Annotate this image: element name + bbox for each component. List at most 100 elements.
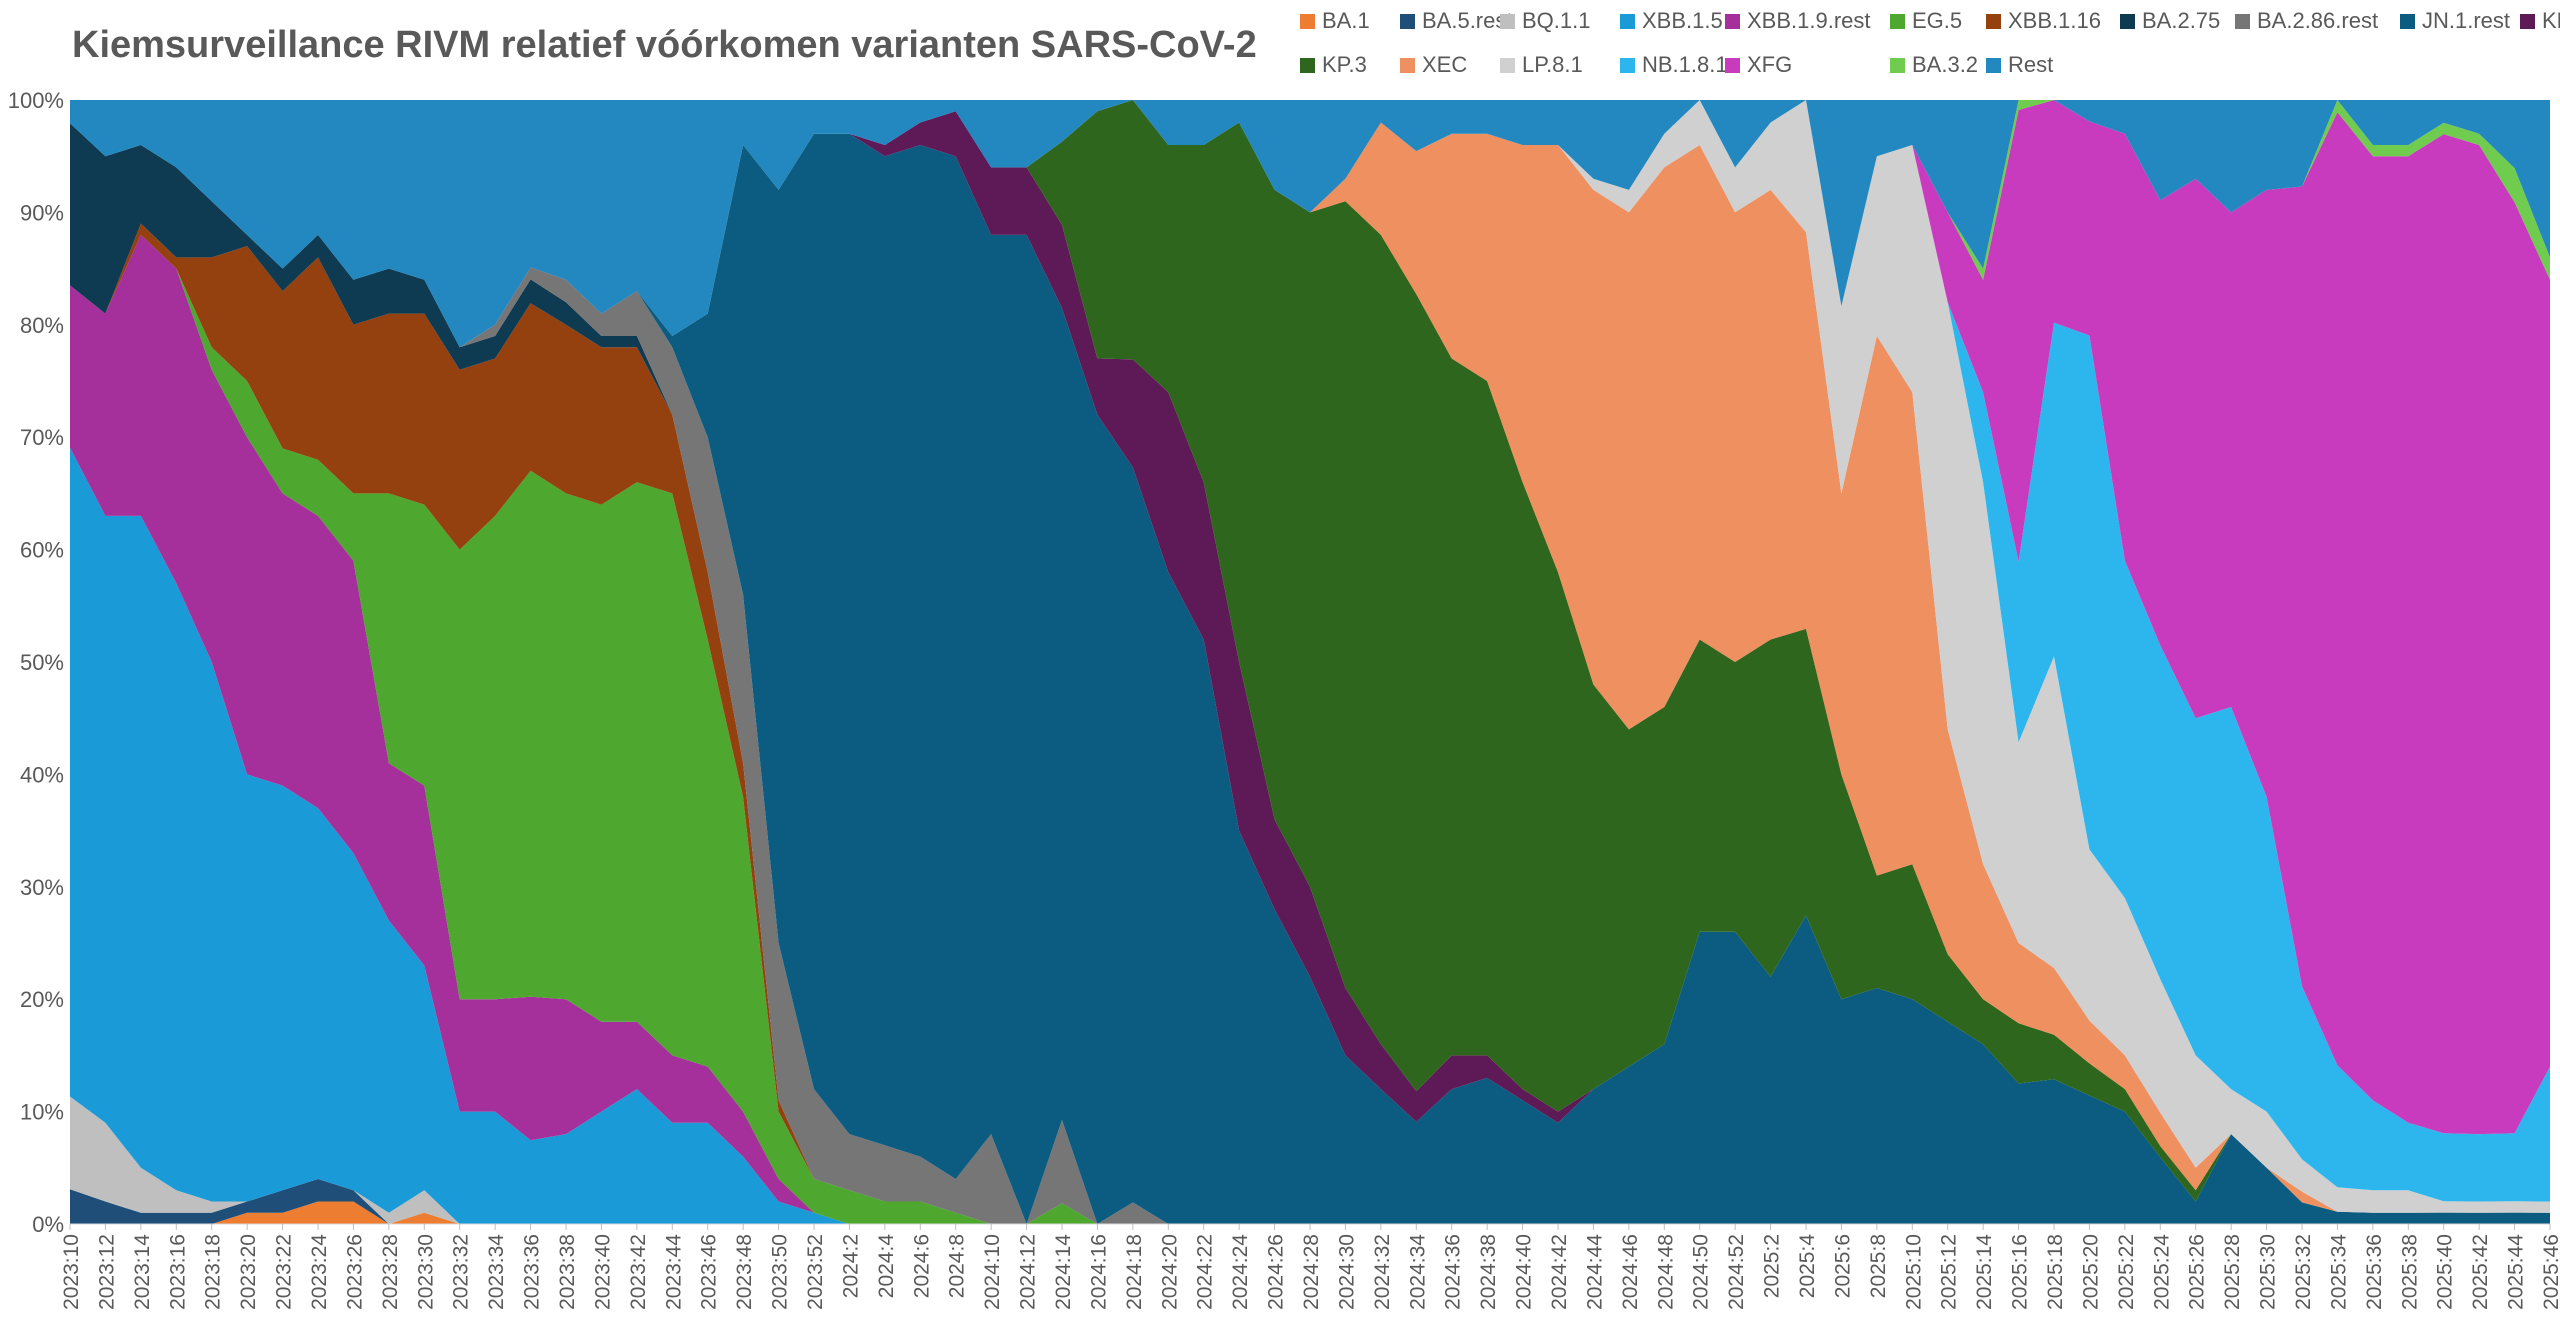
x-tick-label: 2025:44 [2505,1234,2528,1310]
x-tick-label: 2025:46 [2540,1234,2560,1310]
legend-item-rest: Rest [1986,52,2053,78]
area-rest [70,100,2550,348]
legend-label: BA.3.2 [1912,52,1979,77]
legend-item-xec: XEC [1400,52,1467,78]
legend-label: XFG [1747,52,1793,77]
axes-group: 0% 10% 20% 30% 40% 50% 60% 70% 80% 90% 100% 2023:10… [8,88,2560,1310]
x-tick-label: 2023:50 [769,1234,792,1310]
x-tick-label: 2025:42 [2469,1234,2492,1310]
legend-swatch [1400,57,1415,73]
x-tick-label: 2025:30 [2257,1234,2280,1310]
legend-label: XBB.1.9.rest [1747,8,1871,33]
area-xbb-1-16 [70,223,2550,1225]
x-tick-label: 2025:20 [2079,1234,2102,1310]
legend-item-xfg: XFG [1725,52,1792,78]
legend-item-ba-2-75: BA.2.75 [2120,8,2220,34]
legend-swatch [1986,57,2001,73]
x-tick-label: 2025:36 [2363,1234,2386,1310]
area-ba-5-rest [70,1179,2550,1224]
x-tick-label: 2025:34 [2327,1234,2350,1310]
legend-label: LP.8.1 [1522,52,1583,77]
x-tick-label: 2024:12 [1017,1234,1040,1310]
y-tick-label: 40% [20,762,64,787]
x-tick-label: 2023:22 [273,1234,296,1310]
x-tick-label: 2025:26 [2186,1234,2209,1310]
legend-label: XEC [1422,52,1468,77]
legend-label: KP.2 [2542,8,2560,33]
area-series-group [70,100,2550,1225]
x-tick-label: 2023:24 [308,1234,331,1310]
legend-swatch [1500,13,1515,29]
area-xfg [70,100,2550,1135]
x-tick-label: 2024:44 [1583,1234,1606,1310]
x-tick-label: 2025:40 [2434,1234,2457,1310]
area-ba-1 [70,1201,2550,1224]
area-jn-1-rest [70,123,2550,1225]
legend-item-kp-3: KP.3 [1300,52,1367,78]
x-tick-label: 2023:38 [556,1234,579,1310]
x-tick-label: 2023:30 [414,1234,437,1310]
area-lp-8-1 [70,100,2550,1213]
x-tick-label: 2025:22 [2115,1234,2138,1310]
legend-label: KP.3 [1322,52,1367,77]
legend-swatch [1620,57,1635,73]
x-tick-label: 2024:14 [1052,1234,1075,1310]
x-tick-label: 2025:8 [1867,1234,1890,1298]
x-tick-label: 2023:20 [237,1234,260,1310]
x-tick-label: 2024:24 [1229,1234,1252,1310]
legend-item-ba-5-rest: BA.5.rest [1400,8,1512,34]
x-tick-label: 2024:16 [1087,1234,1110,1310]
x-tick-label: 2024:36 [1442,1234,1465,1310]
x-tick-label: 2025:28 [2221,1234,2244,1310]
legend-label: NB.1.8.1 [1642,52,1728,77]
x-tick-label: 2023:34 [485,1234,508,1310]
legend-label: XBB.1.5 [1642,8,1723,33]
x-tick-label: 2024:26 [1265,1234,1288,1310]
y-tick-label: 70% [20,425,64,450]
x-tick-label: 2023:52 [804,1234,827,1310]
y-tick-label: 0% [32,1212,64,1237]
legend-label: BA.2.86.rest [2257,8,2379,33]
y-tick-label: 10% [20,1100,64,1125]
x-tick-label: 2025:6 [1831,1234,1854,1298]
legend-swatch [1300,57,1315,73]
area-nb-1-8-1 [70,100,2550,1202]
y-tick-label: 30% [20,875,64,900]
x-tick-label: 2023:44 [662,1234,685,1310]
y-tick-label: 100% [8,88,64,113]
legend-swatch [1890,13,1905,29]
x-tick-label: 2023:32 [450,1234,473,1310]
x-tick-label: 2023:36 [521,1234,544,1310]
legend-item-ba-1: BA.1 [1300,8,1370,34]
x-tick-label: 2025:2 [1761,1234,1784,1298]
legend-label: BA.1 [1322,8,1370,33]
x-tick-label: 2024:52 [1725,1234,1748,1310]
legend-swatch [1725,13,1740,29]
x-tick-label: 2025:24 [2150,1234,2173,1310]
x-tick-label: 2024:6 [910,1234,933,1298]
area-ba-2-86-rest [70,123,2550,1225]
legend-item-kp-2: KP.2 [2520,8,2560,34]
chart-title: Kiemsurveillance RIVM relatief vóórkomen… [72,24,1257,66]
x-tick-label: 2024:22 [1194,1234,1217,1310]
legend-item-bq-1-1: BQ.1.1 [1500,8,1590,34]
x-tick-label: 2024:38 [1477,1234,1500,1310]
legend-swatch [2400,13,2415,29]
legend-swatch [1500,57,1515,73]
x-tick-label: 2023:42 [627,1234,650,1310]
legend-item-nb-1-8-1: NB.1.8.1 [1620,52,1728,78]
legend-swatch [1620,13,1635,29]
legend-item-xbb-1-16: XBB.1.16 [1986,8,2101,34]
legend-swatch [1400,13,1415,29]
y-tick-label: 20% [20,987,64,1012]
x-tick-label: 2024:48 [1654,1234,1677,1310]
x-tick-label: 2023:46 [698,1234,721,1310]
legend-swatch [2120,13,2135,29]
x-tick-label: 2024:46 [1619,1234,1642,1310]
x-tick-label: 2024:8 [946,1234,969,1298]
x-tick-label: 2023:16 [166,1234,189,1310]
x-tick-label: 2024:4 [875,1234,898,1299]
x-tick-label: 2024:42 [1548,1234,1571,1310]
legend-item-ba-2-86-rest: BA.2.86.rest [2235,8,2378,34]
x-tick-label: 2023:48 [733,1234,756,1310]
